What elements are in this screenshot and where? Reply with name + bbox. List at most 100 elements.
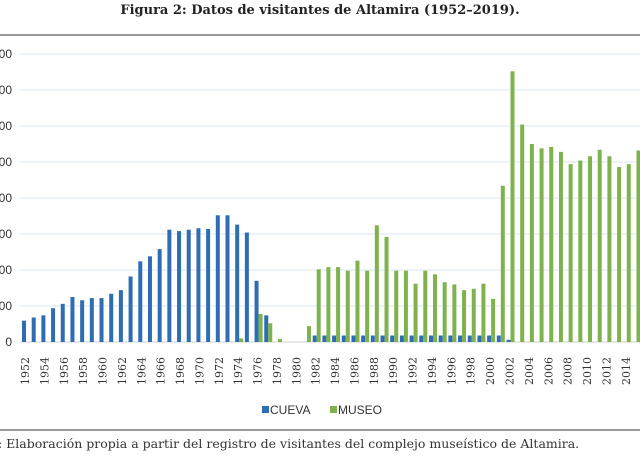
bar-cueva <box>477 335 482 342</box>
bar-cueva <box>206 228 211 342</box>
bar-museo <box>374 225 379 342</box>
y-tick-label: 0 <box>5 335 12 349</box>
bar-cueva <box>80 300 85 342</box>
bar-cueva <box>312 335 317 342</box>
bar-cueva <box>60 303 65 342</box>
bar-cueva <box>487 335 492 342</box>
bar-cueva <box>399 335 404 342</box>
bar-cueva <box>438 335 443 342</box>
bar-museo <box>462 290 467 342</box>
bar-cueva <box>370 335 375 342</box>
bar-museo <box>394 270 399 342</box>
bar-cueva <box>147 256 152 342</box>
bar-museo <box>384 236 389 342</box>
bar-cueva <box>428 335 433 342</box>
bar-museo <box>413 283 418 342</box>
y-tick-label: 400000 <box>0 47 12 61</box>
x-tick-label: 1990 <box>387 357 400 385</box>
bar-cueva <box>235 224 240 342</box>
x-tick-label: 2014 <box>620 357 633 385</box>
bar-cueva <box>41 315 46 342</box>
bar-cueva <box>467 335 472 342</box>
bar-museo <box>365 270 370 342</box>
legend-label-cueva: CUEVA <box>270 403 310 417</box>
bar-museo <box>491 298 496 342</box>
bar-cueva <box>177 231 182 342</box>
bar-museo <box>452 284 457 342</box>
x-tick-label: 2006 <box>542 357 555 385</box>
bar-cueva <box>506 339 511 342</box>
legend-swatch-cueva <box>262 406 269 413</box>
x-tick-label: 1974 <box>232 357 245 385</box>
bar-cueva <box>458 335 463 342</box>
bar-cueva <box>31 317 36 342</box>
bar-museo <box>403 270 408 342</box>
bar-museo <box>326 267 331 342</box>
bar-museo <box>355 260 360 342</box>
bar-cueva <box>138 261 143 342</box>
bar-museo <box>558 151 563 342</box>
x-tick-label: 1988 <box>368 357 381 385</box>
bar-museo <box>423 270 428 342</box>
y-tick-label: 200000 <box>0 191 12 205</box>
bar-cueva <box>118 290 123 342</box>
bar-museo <box>277 339 282 342</box>
x-tick-label: 1970 <box>193 357 206 385</box>
bar-cueva <box>390 335 395 342</box>
bar-museo <box>316 269 321 342</box>
x-tick-label: 2002 <box>504 357 517 385</box>
x-tick-label: 1992 <box>407 357 420 385</box>
bar-cueva <box>186 229 191 342</box>
bar-museo <box>307 326 312 342</box>
x-tick-label: 1954 <box>38 357 51 385</box>
bar-cueva <box>419 335 424 342</box>
bar-cueva <box>215 215 220 342</box>
chart-caption: : Elaboración propia a partir del regist… <box>0 436 580 451</box>
x-tick-label: 2012 <box>600 357 613 385</box>
x-tick-label: 1956 <box>58 357 71 385</box>
x-tick-label: 1966 <box>155 357 168 385</box>
bar-cueva <box>341 335 346 342</box>
x-tick-label: 2004 <box>523 357 536 385</box>
x-tick-label: 1978 <box>271 357 284 385</box>
bar-cueva <box>351 335 356 342</box>
bar-cueva <box>409 335 414 342</box>
x-tick-label: 2010 <box>581 357 594 385</box>
x-tick-label: 1958 <box>77 357 90 385</box>
chart-title: Figura 2: Datos de visitantes de Altamir… <box>120 3 520 18</box>
bar-cueva <box>361 335 366 342</box>
x-tick-label: 1964 <box>135 357 148 385</box>
bar-museo <box>549 146 554 342</box>
bar-museo <box>345 270 350 342</box>
bar-cueva <box>109 293 114 342</box>
bar-museo <box>597 149 602 342</box>
legend-label-museo: MUSEO <box>338 403 382 417</box>
bar-cueva <box>196 228 201 342</box>
x-tick-label: 2008 <box>562 357 575 385</box>
x-tick-label: 1980 <box>290 357 303 385</box>
bar-cueva <box>22 320 26 342</box>
y-tick-label: 50000 <box>0 299 12 313</box>
bar-cueva <box>225 215 230 342</box>
bar-museo <box>481 283 486 342</box>
bar-museo <box>568 164 573 342</box>
x-tick-label: 1972 <box>213 357 226 385</box>
bar-museo <box>442 282 447 342</box>
y-tick-label: 350000 <box>0 83 12 97</box>
x-tick-label: 1986 <box>348 357 361 385</box>
bar-museo <box>268 323 273 342</box>
bar-museo <box>239 338 244 342</box>
x-tick-label: 1982 <box>310 357 323 385</box>
y-tick-label: 250000 <box>0 155 12 169</box>
bar-cueva <box>254 280 259 342</box>
bar-museo <box>258 313 263 342</box>
bar-museo <box>636 150 640 342</box>
bar-museo <box>471 288 476 342</box>
bar-cueva <box>99 298 104 342</box>
bar-cueva <box>496 335 501 342</box>
bar-museo <box>500 185 505 342</box>
x-tick-label: 1976 <box>252 357 265 385</box>
bar-museo <box>510 71 515 342</box>
bar-cueva <box>167 229 172 342</box>
